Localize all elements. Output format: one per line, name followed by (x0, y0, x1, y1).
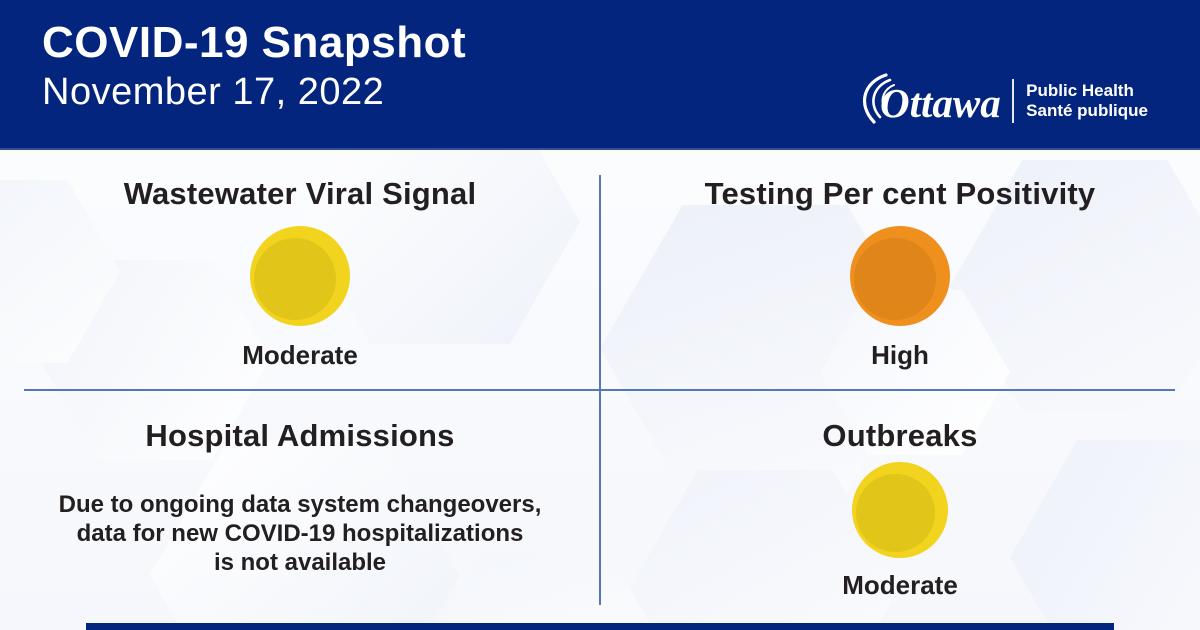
logo-department: Public Health Santé publique (1026, 81, 1148, 121)
status-circle-shade (254, 238, 336, 320)
logo-dept-english: Public Health (1026, 81, 1134, 100)
wastewater-status-circle (250, 226, 350, 326)
report-date: November 17, 2022 (42, 70, 385, 113)
status-circle-shade (855, 473, 935, 553)
logo-dept-french: Santé publique (1026, 101, 1148, 120)
footer-bar (86, 623, 1114, 630)
quadrant-outbreaks: Outbreaks Moderate (600, 390, 1200, 630)
hospital-title: Hospital Admissions (145, 418, 455, 453)
page-title: COVID-19 Snapshot (42, 18, 467, 67)
wastewater-level-label: Moderate (242, 340, 358, 370)
testing-level-label: High (871, 340, 929, 370)
hospital-data-note: Due to ongoing data system changeovers, … (58, 491, 542, 576)
header-text: COVID-19 Snapshot November 17, 2022 (42, 18, 466, 114)
testing-status-circle (850, 226, 950, 326)
header-banner: COVID-19 Snapshot November 17, 2022 Otta… (0, 0, 1200, 150)
wastewater-title: Wastewater Viral Signal (123, 176, 477, 211)
outbreaks-status-circle (852, 462, 948, 558)
logo-separator (1012, 79, 1015, 123)
quadrant-testing: Testing Per cent Positivity High (600, 150, 1200, 390)
status-circle-shade (854, 238, 936, 320)
outbreaks-title: Outbreaks (822, 418, 978, 453)
quadrant-wastewater: Wastewater Viral Signal Moderate (0, 150, 600, 390)
ottawa-wordmark-text: Ottawa (880, 80, 1001, 126)
ottawa-public-health-logo: Ottawa Public Health Santé publique (852, 72, 1148, 130)
horizontal-divider (24, 389, 1175, 391)
outbreaks-level-label: Moderate (842, 570, 958, 600)
indicator-board: Wastewater Viral Signal Moderate Testing… (0, 150, 1200, 630)
testing-title: Testing Per cent Positivity (704, 176, 1096, 211)
quadrant-hospital: Hospital Admissions Due to ongoing data … (0, 390, 600, 630)
ottawa-wordmark-icon: Ottawa (863, 73, 1001, 126)
